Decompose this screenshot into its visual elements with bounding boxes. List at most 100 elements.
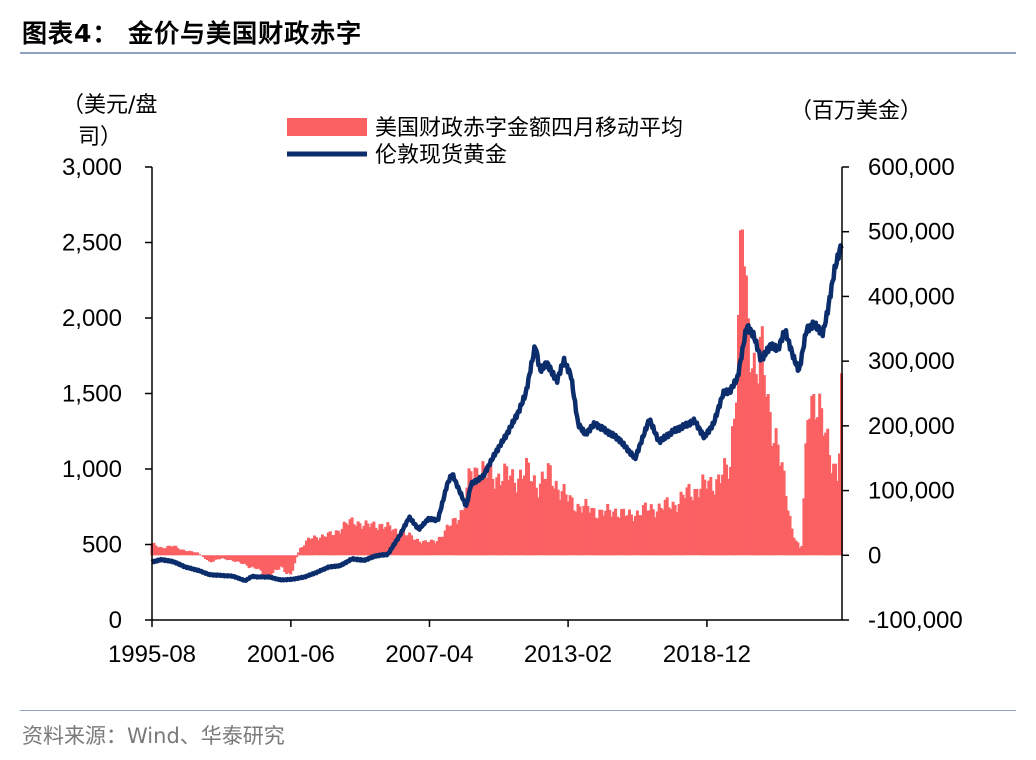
deficit-bar: [313, 535, 316, 556]
deficit-bar: [320, 534, 324, 556]
deficit-bar: [532, 475, 536, 556]
deficit-bar: [673, 505, 677, 556]
deficit-bar: [400, 532, 404, 556]
deficit-bar: [560, 491, 564, 556]
deficit-bar: [711, 490, 715, 556]
deficit-bar: [756, 383, 760, 556]
deficit-bar: [606, 504, 610, 556]
deficit-bar: [164, 547, 168, 556]
deficit-bar: [540, 471, 544, 556]
deficit-bar: [838, 453, 841, 556]
deficit-bar: [378, 524, 382, 556]
x-tick-label: 2007-04: [385, 641, 473, 668]
deficit-bar: [651, 509, 655, 556]
deficit-bar: [733, 418, 736, 556]
deficit-bar: [279, 555, 283, 567]
deficit-bar: [281, 555, 285, 568]
deficit-bar: [750, 368, 754, 556]
deficit-bar: [259, 555, 263, 571]
deficit-bar: [709, 477, 713, 556]
left-tick-label: 1,000: [62, 456, 122, 483]
axes: 0 500 1,000 1,500 2,000 2,500 3,000 -100,000 0 10…: [62, 154, 963, 668]
right-tick-label: 300,000: [868, 348, 955, 375]
deficit-bar: [693, 489, 697, 556]
deficit-bar: [836, 481, 840, 556]
deficit-bar: [386, 522, 390, 556]
deficit-bar: [683, 498, 687, 556]
deficit-bar: [602, 515, 606, 556]
deficit-bar: [174, 545, 178, 556]
deficit-bar: [830, 473, 834, 556]
deficit-bar: [501, 481, 505, 556]
deficit-bar: [334, 530, 338, 556]
deficit-bar: [425, 542, 429, 556]
deficit-bar: [316, 540, 320, 556]
deficit-bar: [782, 470, 786, 556]
deficit-bar: [402, 531, 406, 556]
deficit-bar: [463, 507, 467, 556]
chart: 0 500 1,000 1,500 2,000 2,500 3,000 -100,000 0 10…: [62, 93, 963, 668]
legend-label-deficit: 美国财政赤字金额四月移动平均: [375, 116, 683, 141]
deficit-bar: [416, 538, 419, 556]
deficit-bar: [536, 497, 540, 556]
deficit-bar: [362, 525, 366, 556]
deficit-bar: [204, 555, 207, 559]
deficit-bar: [639, 515, 643, 556]
deficit-bar: [364, 520, 368, 556]
deficit-bar: [558, 499, 562, 556]
deficit-bar: [433, 543, 437, 556]
deficit-bar: [659, 508, 663, 556]
deficit-bar: [182, 549, 186, 556]
deficit-bar: [762, 375, 766, 556]
deficit-bar: [443, 530, 447, 556]
deficit-bar: [758, 337, 762, 556]
deficit-bar: [517, 478, 521, 556]
deficit-bar: [340, 528, 344, 556]
deficit-bar: [596, 518, 600, 556]
deficit-bar: [211, 555, 215, 562]
deficit-bar: [735, 402, 738, 556]
deficit-bar: [287, 555, 291, 573]
deficit-bar: [742, 266, 746, 556]
deficit-bar: [826, 428, 830, 556]
deficit-bar: [257, 555, 261, 569]
deficit-bar: [447, 526, 451, 556]
deficit-bar: [396, 534, 400, 556]
deficit-bar: [473, 467, 477, 556]
deficit-bar: [691, 500, 695, 556]
deficit-bar: [643, 502, 647, 556]
deficit-bar: [737, 314, 740, 556]
deficit-bar: [507, 479, 511, 556]
deficit-bar: [788, 515, 792, 556]
deficit-bar: [350, 517, 354, 556]
title-divider: [20, 52, 1016, 54]
deficit-bar: [766, 394, 770, 556]
deficit-bar: [550, 485, 554, 556]
deficit-bar: [511, 469, 515, 556]
deficit-bar: [834, 463, 838, 556]
deficit-bar: [598, 509, 602, 556]
deficit-bar: [324, 536, 328, 556]
footer-divider: [20, 710, 1016, 711]
deficit-bar: [542, 479, 546, 556]
deficit-bar: [705, 488, 709, 556]
deficit-bar: [332, 535, 336, 556]
left-axis-unit-line2: 司）: [78, 125, 122, 150]
deficit-bar: [247, 555, 251, 569]
deficit-bar: [489, 464, 493, 556]
deficit-bar: [471, 479, 475, 556]
deficit-bar: [760, 326, 764, 556]
deficit-bar: [196, 552, 200, 556]
deficit-bar: [162, 548, 166, 556]
deficit-bar: [156, 547, 160, 556]
deficit-bar: [509, 475, 513, 556]
deficit-bar: [229, 555, 233, 560]
deficit-bar: [497, 473, 501, 556]
deficit-bar: [322, 536, 326, 556]
deficit-bar: [338, 533, 342, 556]
deficit-bar: [231, 555, 235, 562]
deficit-bar: [311, 538, 314, 556]
deficit-bar: [315, 537, 318, 556]
left-tick-label: 3,000: [62, 154, 122, 181]
deficit-bar: [824, 432, 828, 556]
